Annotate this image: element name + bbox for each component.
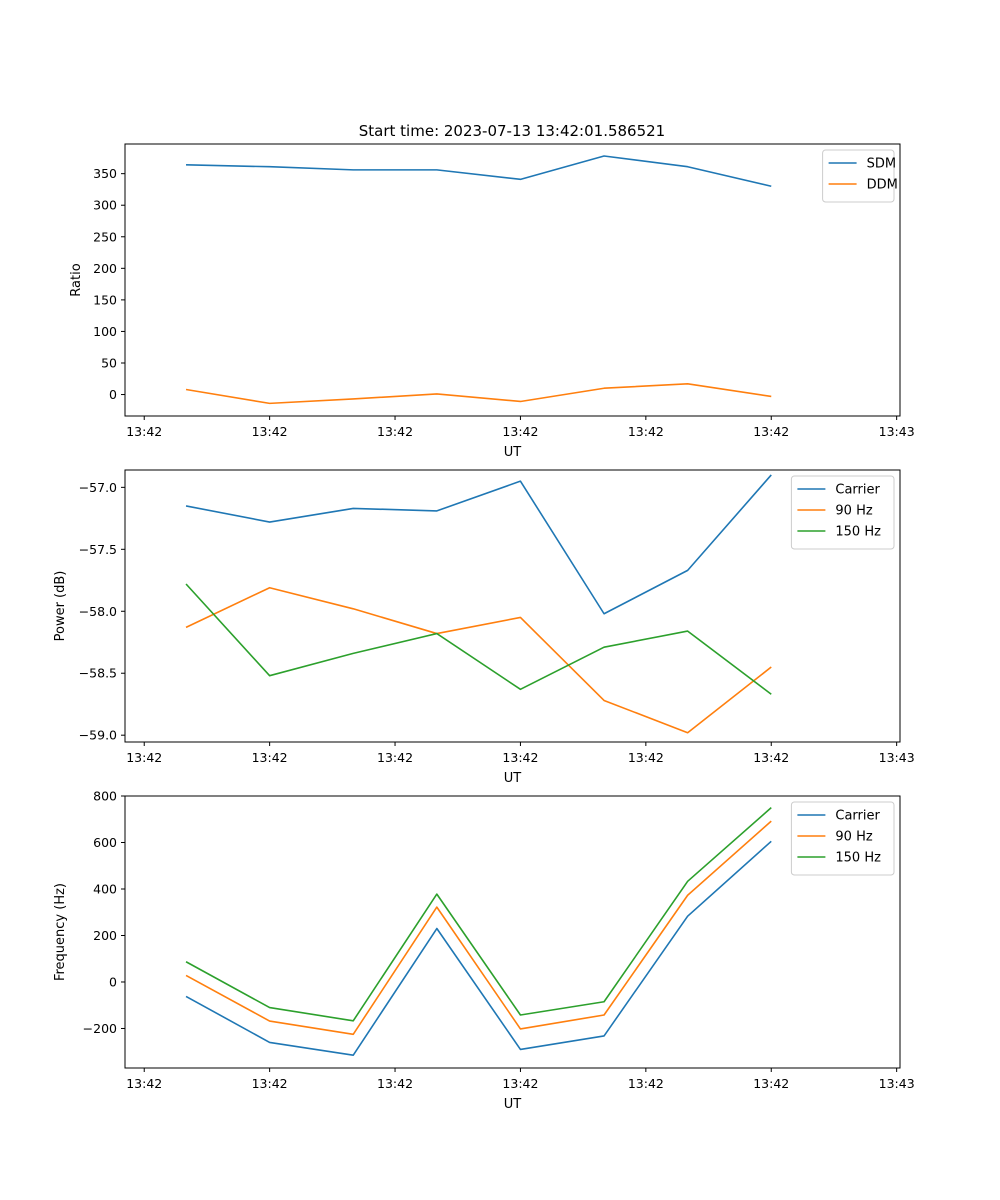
legend-label-90-hz: 90 Hz: [835, 830, 872, 845]
axes-frame: [124, 795, 901, 1069]
y-axis-label: Ratio: [69, 263, 84, 296]
legend: Carrier 90 Hz 150 Hz: [790, 801, 895, 876]
y-tick-label: 50: [101, 355, 117, 370]
series-line-90-hz: [185, 820, 772, 1036]
legend-label-sdm: SDM: [867, 157, 896, 172]
series-line-carrier: [185, 840, 772, 1057]
ratio-panel: 13:42 13:42 13:42 13:42 13:42 13:42 13:43 0 50 10…: [69, 143, 915, 460]
y-tick-label: −57.0: [79, 480, 117, 495]
x-tick-label: 13:42: [502, 1076, 538, 1091]
power-panel: 13:42 13:42 13:42 13:42 13:42 13:42 13:43 −59.0…: [53, 469, 915, 786]
series-line-150-hz: [185, 807, 772, 1022]
x-tick-label: 13:42: [377, 750, 413, 765]
y-tick-label: 200: [93, 261, 117, 276]
x-axis-label: UT: [504, 1097, 522, 1112]
legend-label-90-hz: 90 Hz: [835, 504, 872, 519]
legend-label-ddm: DDM: [867, 178, 898, 193]
y-tick-label: 150: [93, 292, 117, 307]
chart-title: Start time: 2023-07-13 13:42:01.586521: [359, 122, 665, 140]
x-tick-label: 13:42: [252, 424, 288, 439]
y-tick-label: 800: [93, 789, 117, 804]
y-tick-label: 100: [93, 324, 117, 339]
legend-label-carrier: Carrier: [835, 809, 880, 824]
x-tick-label: 13:42: [753, 750, 789, 765]
y-axis-label: Frequency (Hz): [53, 883, 68, 981]
legend: SDM DDM: [822, 149, 898, 203]
x-tick-label: 13:42: [126, 1076, 162, 1091]
x-tick-label: 13:42: [753, 424, 789, 439]
y-axis-label: Power (dB): [53, 571, 68, 642]
series-line-sdm: [186, 155, 772, 188]
series-line-ddm: [185, 383, 772, 405]
legend-label-carrier: Carrier: [835, 483, 880, 498]
axes-frame: [124, 143, 901, 417]
x-axis-label: UT: [504, 771, 522, 786]
y-tick-label: −57.5: [79, 542, 117, 557]
legend: Carrier 90 Hz 150 Hz: [790, 475, 895, 550]
y-tick-label: 300: [93, 198, 117, 213]
y-tick-label: −59.0: [79, 728, 117, 743]
series-line-150-hz: [185, 583, 772, 695]
x-tick-label: 13:42: [502, 424, 538, 439]
y-tick-label: −58.5: [79, 666, 117, 681]
legend-label-150-hz: 150 Hz: [835, 525, 881, 540]
y-tick-label: −58.0: [79, 604, 117, 619]
axes-frame: [124, 469, 901, 743]
x-tick-label: 13:42: [126, 750, 162, 765]
x-axis-label: UT: [504, 445, 522, 460]
y-tick-label: 600: [93, 835, 117, 850]
x-tick-label: 13:42: [628, 750, 664, 765]
x-tick-label: 13:42: [252, 1076, 288, 1091]
x-tick-label: 13:43: [879, 424, 915, 439]
y-tick-label: 0: [109, 974, 117, 989]
x-tick-label: 13:43: [879, 1076, 915, 1091]
x-tick-label: 13:43: [879, 750, 915, 765]
y-tick-label: 400: [93, 881, 117, 896]
x-tick-label: 13:42: [377, 1076, 413, 1091]
x-tick-label: 13:42: [628, 424, 664, 439]
frequency-panel: 13:42 13:42 13:42 13:42 13:42 13:42 13:43 −200 0…: [53, 789, 915, 1113]
y-tick-label: 0: [109, 387, 117, 402]
x-tick-label: 13:42: [377, 424, 413, 439]
series-line-carrier: [185, 474, 772, 615]
y-tick-label: 200: [93, 928, 117, 943]
x-tick-label: 13:42: [628, 1076, 664, 1091]
x-tick-label: 13:42: [502, 750, 538, 765]
y-tick-label: 350: [93, 166, 117, 181]
x-tick-label: 13:42: [753, 1076, 789, 1091]
x-tick-label: 13:42: [252, 750, 288, 765]
y-tick-label: −200: [83, 1021, 117, 1036]
x-tick-label: 13:42: [126, 424, 162, 439]
y-tick-label: 250: [93, 229, 117, 244]
series-line-90-hz: [185, 586, 772, 734]
legend-label-150-hz: 150 Hz: [835, 851, 881, 866]
